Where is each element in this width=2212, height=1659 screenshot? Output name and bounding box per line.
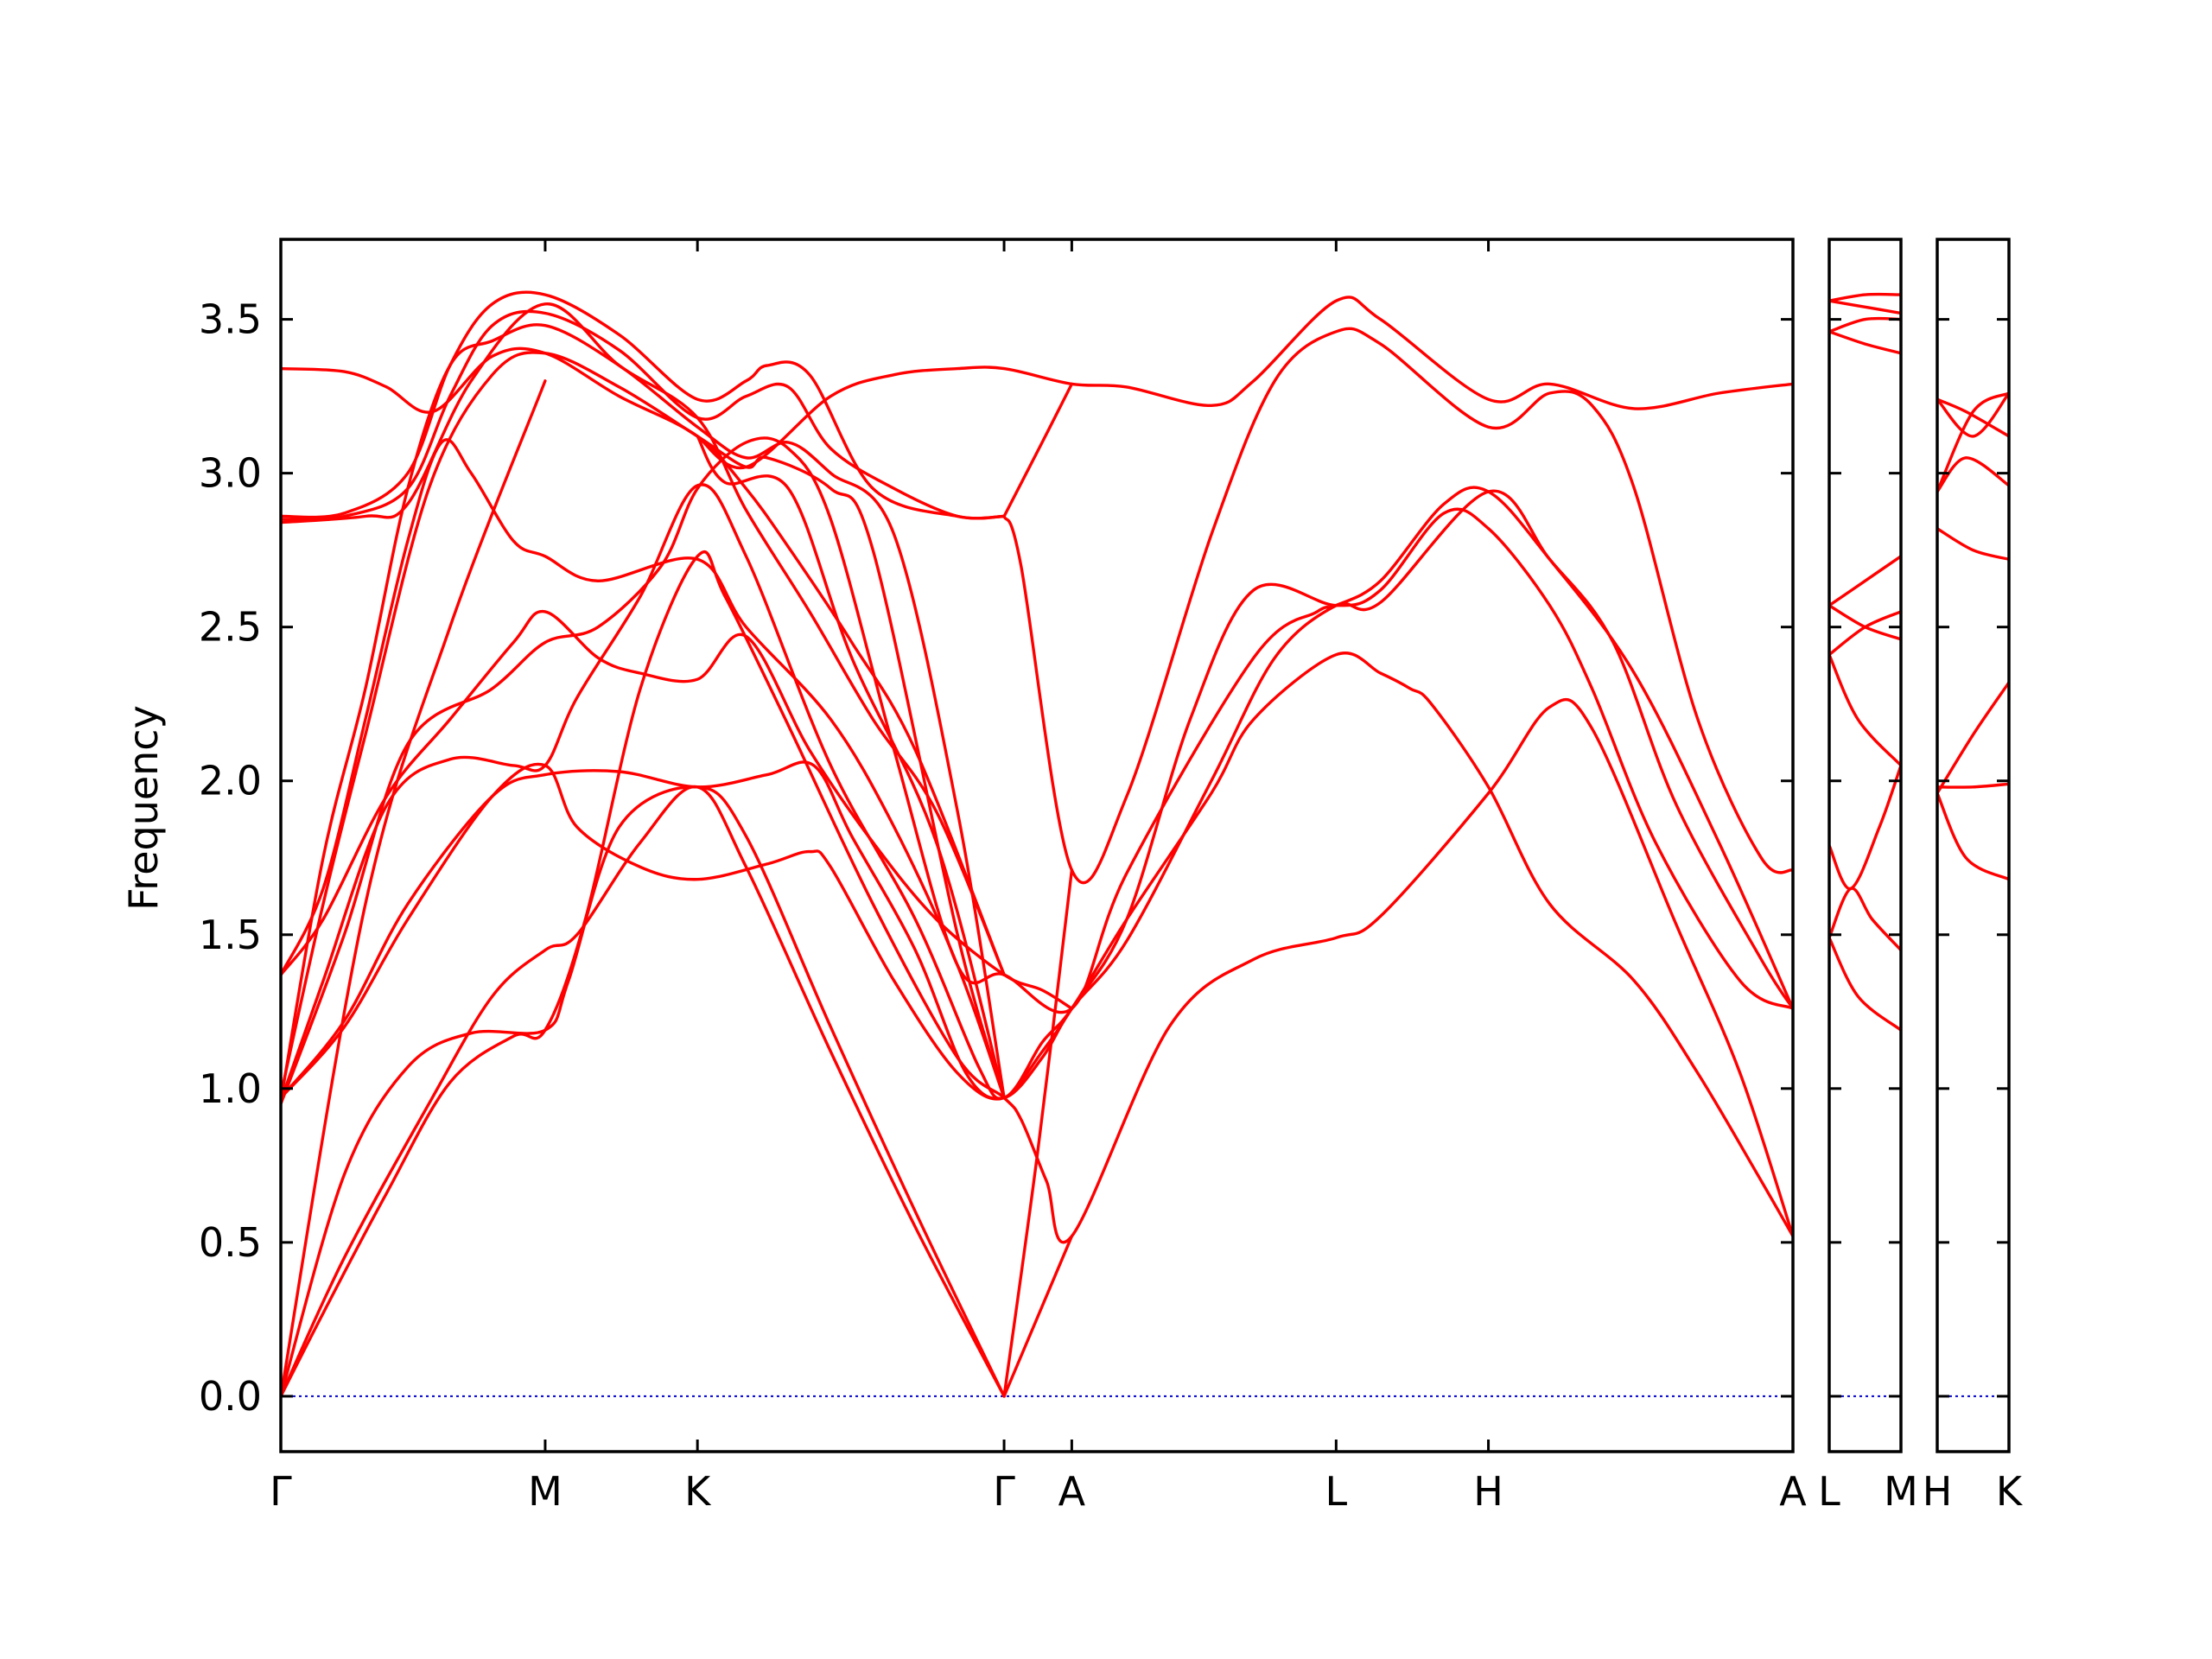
band-line-2-1: [1829, 936, 1901, 1032]
band-line-1-9: [281, 438, 1006, 1100]
band-line-3-2: [1937, 782, 2009, 789]
band-line-1-22: [281, 379, 547, 1398]
bands: [1937, 391, 2009, 881]
y-tick-label: 0.5: [199, 1219, 262, 1266]
x-tick-label: A: [1058, 1468, 1086, 1515]
band-line-1-2: [281, 785, 1006, 1398]
band-line-2-11: [1829, 299, 1901, 315]
x-tick-label: M: [528, 1468, 563, 1515]
band-line-1-3: [281, 785, 1006, 1398]
band-line-1-8: [281, 610, 1074, 1010]
x-tick-label: H: [1923, 1468, 1953, 1515]
x-tick-label: K: [684, 1468, 712, 1515]
band-line-2-10: [1829, 292, 1901, 302]
band-line-2-6: [1829, 555, 1901, 607]
x-tick-label: Γ: [993, 1468, 1015, 1515]
band-line-2-3: [1829, 764, 1901, 891]
band-line-2-9: [1829, 330, 1901, 355]
band-line-1-21: [696, 435, 1006, 1100]
band-line-1-13: [281, 290, 1006, 520]
y-tick-label: 0.0: [199, 1373, 262, 1420]
band-line-2-2: [1829, 887, 1901, 952]
band-line-3-8: [1937, 391, 2009, 493]
axes-frame: [279, 238, 1795, 1453]
bands: [281, 290, 1793, 1398]
x-tick-label: Γ: [270, 1468, 292, 1515]
y-tick-label: 2.5: [199, 604, 262, 651]
y-tick-label: 3.5: [199, 296, 262, 343]
band-line-1-20: [1002, 1235, 1074, 1398]
x-tick-label: L: [1818, 1468, 1840, 1515]
band-line-1-16: [696, 296, 1793, 470]
band-line-1-10: [281, 351, 1006, 1100]
band-line-2-7: [1829, 610, 1901, 657]
panel-1: 0.00.51.01.52.02.53.03.5Γ M K Γ A L H A: [199, 238, 1807, 1515]
y-axis-label: Frequency: [120, 705, 167, 911]
x-tick-label: A: [1779, 1468, 1807, 1515]
x-tick-label: H: [1473, 1468, 1503, 1515]
x-tick-label: L: [1325, 1468, 1348, 1515]
band-line-2-4: [1829, 653, 1901, 767]
y-tick-label: 3.0: [199, 450, 262, 497]
band-line-1-5: [281, 489, 1793, 1101]
axes-frame: [1827, 238, 1903, 1453]
bands: [1829, 292, 1901, 1032]
band-line-1-19: [1002, 868, 1074, 1398]
axes-frame: [1936, 238, 2011, 1453]
y-tick-label: 1.0: [199, 1065, 262, 1112]
band-line-1-4: [281, 652, 1793, 1238]
band-line-2-5: [1829, 604, 1901, 641]
band-line-3-4: [1937, 527, 2009, 561]
band-line-3-1: [1937, 791, 2009, 881]
band-line-1-12: [281, 309, 1006, 521]
x-tick-label: K: [1996, 1468, 2024, 1515]
band-line-3-6: [1937, 397, 2009, 438]
y-tick-label: 2.0: [199, 758, 262, 804]
band-line-1-18: [1002, 382, 1074, 518]
x-tick-label: M: [1884, 1468, 1918, 1515]
band-line-3-3: [1937, 681, 2009, 795]
y-tick-label: 1.5: [199, 912, 262, 958]
band-line-1-14: [281, 346, 1006, 976]
band-line-3-5: [1937, 456, 2009, 493]
band-line-1-6: [281, 483, 1793, 1103]
band-line-1-7: [281, 436, 1793, 1106]
band-line-3-7: [1937, 391, 2009, 438]
